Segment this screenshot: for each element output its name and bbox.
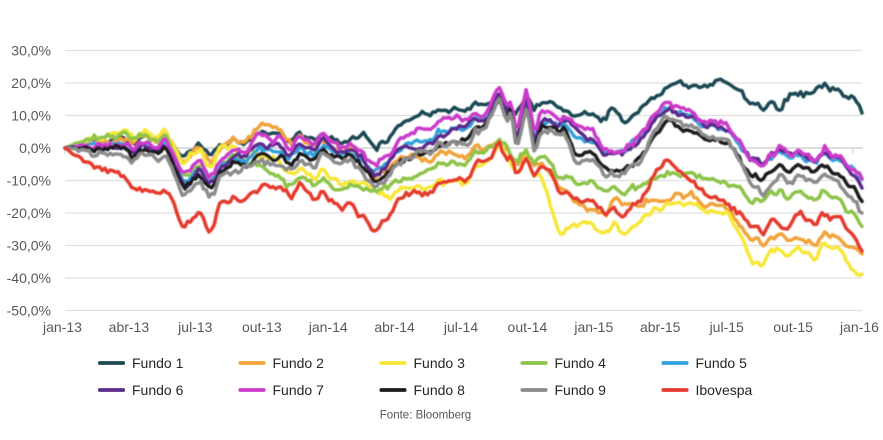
svg-text:Fundo 3: Fundo 3	[414, 355, 466, 371]
svg-text:jan-13: jan-13	[42, 319, 82, 335]
svg-text:abr-13: abr-13	[109, 319, 150, 335]
svg-text:Ibovespa: Ibovespa	[696, 382, 753, 398]
svg-text:-40,0%: -40,0%	[7, 270, 51, 286]
svg-text:-20,0%: -20,0%	[7, 205, 51, 221]
svg-text:out-14: out-14	[508, 319, 548, 335]
svg-text:-10,0%: -10,0%	[7, 172, 51, 188]
svg-text:10,0%: 10,0%	[11, 107, 51, 123]
svg-text:Fundo 7: Fundo 7	[273, 382, 325, 398]
svg-text:jan-16: jan-16	[839, 319, 879, 335]
svg-text:20,0%: 20,0%	[11, 75, 51, 91]
svg-text:Fundo 8: Fundo 8	[414, 382, 466, 398]
svg-text:jul-13: jul-13	[177, 319, 212, 335]
svg-text:-50,0%: -50,0%	[7, 302, 51, 318]
svg-text:out-13: out-13	[242, 319, 282, 335]
svg-text:jan-14: jan-14	[308, 319, 348, 335]
svg-text:Fundo 1: Fundo 1	[132, 355, 184, 371]
svg-text:Fundo 2: Fundo 2	[273, 355, 325, 371]
svg-text:jan-15: jan-15	[573, 319, 613, 335]
svg-text:0,0%: 0,0%	[19, 140, 51, 156]
svg-text:abr-15: abr-15	[640, 319, 681, 335]
svg-text:jul-15: jul-15	[709, 319, 744, 335]
svg-text:Fundo 9: Fundo 9	[555, 382, 607, 398]
svg-text:Fundo 5: Fundo 5	[696, 355, 748, 371]
svg-text:jul-14: jul-14	[443, 319, 478, 335]
svg-text:30,0%: 30,0%	[11, 42, 51, 58]
svg-text:abr-14: abr-14	[374, 319, 415, 335]
svg-text:out-15: out-15	[773, 319, 813, 335]
svg-text:-30,0%: -30,0%	[7, 237, 51, 253]
svg-text:Fundo 4: Fundo 4	[555, 355, 607, 371]
svg-text:Fundo 6: Fundo 6	[132, 382, 184, 398]
svg-text:Fonte: Bloomberg: Fonte: Bloomberg	[380, 410, 471, 422]
